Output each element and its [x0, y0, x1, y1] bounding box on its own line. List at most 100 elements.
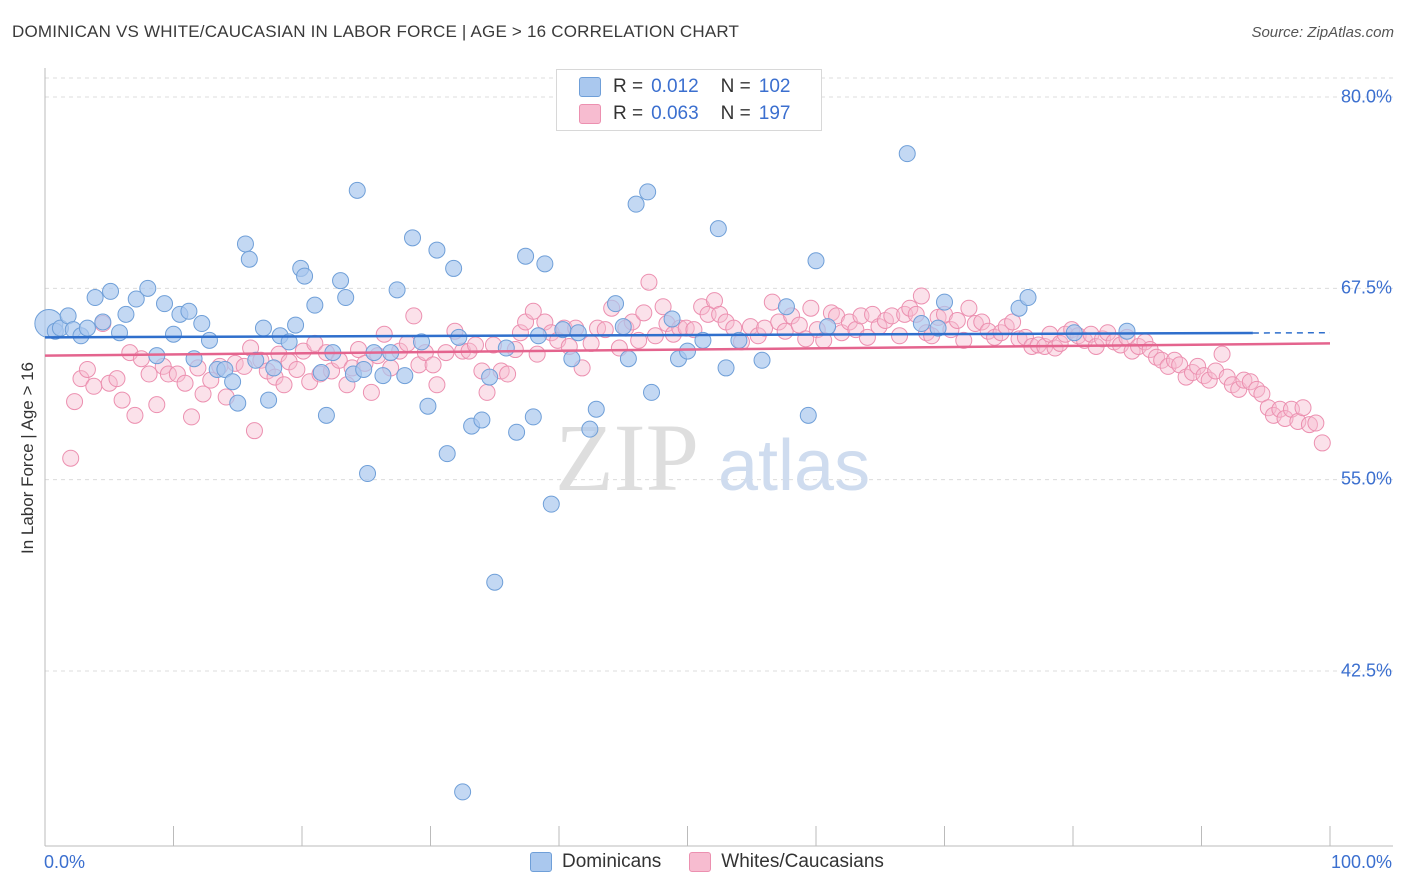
dominicans-trend-line [44, 331, 1253, 339]
whites-point [182, 408, 200, 426]
n-label: N = [720, 76, 751, 97]
whites-point [1235, 371, 1253, 389]
dominicans-point [265, 359, 283, 377]
dominicans-point [413, 333, 431, 351]
whites-point [973, 313, 991, 331]
whites-point [405, 307, 423, 325]
whites-point [960, 299, 978, 317]
dominicans-point [236, 235, 254, 253]
whites-point [176, 374, 194, 392]
dominicans-point [287, 316, 305, 334]
dominicans-point [1118, 322, 1136, 340]
dominicans-point [111, 324, 129, 342]
dominicans-point [296, 267, 314, 285]
dominicans-point [374, 367, 392, 385]
dominicans-point [898, 145, 916, 163]
whites-point [1294, 399, 1312, 417]
dominicans-point [454, 783, 472, 801]
watermark-atlas: atlas [718, 426, 870, 506]
legend-item-dominicans[interactable]: Dominicans [530, 851, 661, 873]
whites-point [1300, 416, 1318, 434]
whites-point [1051, 334, 1069, 352]
whites-point [1200, 371, 1218, 389]
dominicans-swatch-icon [530, 852, 552, 872]
whites-point [756, 319, 774, 337]
y-tick-label: 55.0% [1340, 468, 1392, 489]
whites-point [536, 313, 554, 331]
dominicans-point [807, 252, 825, 270]
dominicans-point [139, 279, 157, 297]
whites-point [275, 376, 293, 394]
stats-legend-row-dominicans: R = 0.012 N = 102 [579, 75, 790, 99]
y-axis-label: In Labor Force | Age > 16 [18, 361, 37, 555]
whites-point [1189, 357, 1207, 375]
dominicans-point [777, 298, 795, 316]
whites-swatch-icon [689, 852, 712, 872]
dominicans-point [317, 406, 335, 424]
y-tick-label: 67.5% [1340, 277, 1392, 298]
n-value: 102 [758, 76, 791, 97]
dominicans-point [200, 331, 218, 349]
dominicans-point [936, 293, 953, 311]
legend-label: Whites/Caucasians [721, 851, 884, 872]
dominicans-swatch-icon [579, 77, 601, 97]
series-legend: Dominicans Whites/Caucasians [530, 851, 912, 873]
whites-point [159, 365, 177, 383]
whites-point [948, 311, 966, 329]
whites-point [1004, 313, 1022, 331]
whites-point [113, 391, 131, 409]
dominicans-point [614, 318, 632, 336]
dominicans-point [753, 351, 771, 369]
dominicans-point [280, 333, 298, 351]
legend-item-whites-caucasians[interactable]: Whites/Caucasians [689, 851, 884, 873]
dominicans-point [536, 255, 554, 273]
whites-swatch-icon [579, 104, 601, 124]
dominicans-point [165, 325, 182, 343]
whites-point [654, 298, 672, 316]
dominicans-point [524, 408, 542, 426]
whites-point [375, 325, 393, 343]
y-tick-label: 80.0% [1340, 86, 1392, 107]
whites-point [108, 370, 126, 388]
dominicans-point [180, 302, 198, 320]
whites-point [478, 383, 496, 401]
dominicans-point [247, 351, 265, 369]
dominicans-point [473, 411, 491, 429]
dominicans-point [517, 247, 535, 265]
dominicans-point [117, 305, 135, 323]
trend-lines [44, 331, 1331, 357]
watermark-zip: ZIP [555, 404, 699, 511]
n-value: 197 [758, 103, 791, 124]
dominicans-point [78, 319, 96, 337]
dominicans-point [717, 359, 735, 377]
dominicans-point [94, 313, 112, 331]
whites-point [966, 315, 984, 333]
series-dominicans [34, 145, 1136, 801]
dominicans-point [627, 195, 645, 213]
dominicans-point [450, 328, 468, 346]
whites-point [1276, 409, 1294, 427]
whites-point [763, 293, 781, 311]
whites-point [596, 321, 614, 339]
dominicans-point [912, 315, 930, 333]
whites-point [955, 331, 973, 349]
dominicans-point [508, 423, 526, 441]
whites-point [1248, 380, 1266, 398]
x-tick-label-min: 0.0% [44, 852, 86, 872]
n-label: N = [720, 103, 751, 124]
dominicans-point [619, 350, 637, 368]
whites-point [790, 316, 808, 334]
whites-point [245, 422, 263, 440]
dominicans-point [607, 295, 625, 313]
whites-trend-line [44, 342, 1331, 357]
whites-point [66, 393, 84, 411]
dominicans-point [497, 339, 515, 357]
dominicans-point [438, 445, 456, 463]
stats-legend-row-whites: R = 0.063 N = 197 [579, 102, 790, 126]
whites-point [901, 299, 919, 317]
dominicans-point [224, 373, 242, 391]
dominicans-point [929, 319, 947, 337]
dominicans-point [229, 394, 247, 412]
whites-point [362, 383, 380, 401]
